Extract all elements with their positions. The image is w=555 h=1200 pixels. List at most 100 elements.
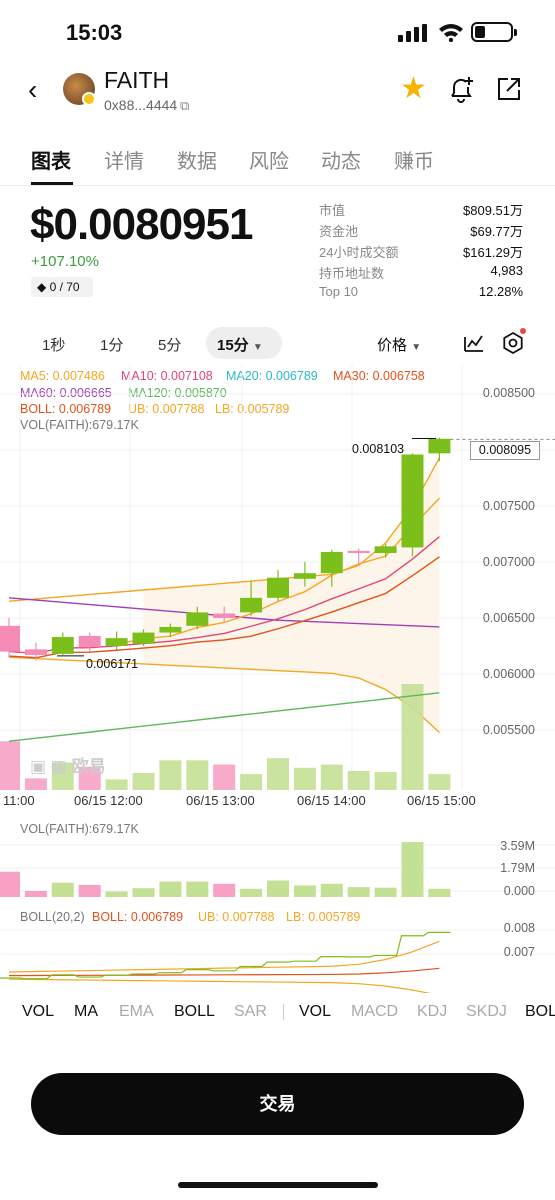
- stat-value: $809.51万: [463, 203, 523, 218]
- volume-axis-label: 0.000: [503, 884, 535, 898]
- indicator-tab-ma[interactable]: MA: [74, 1003, 98, 1020]
- price-chart[interactable]: [0, 365, 555, 810]
- boll-sub-lb: LB: 0.005789: [286, 910, 361, 924]
- volume-bar: [51, 762, 74, 790]
- audit-chip-label: 0 / 70: [49, 280, 80, 294]
- y-axis-label: 0.007500: [482, 499, 535, 513]
- indicator-tab-kdj[interactable]: KDJ: [417, 1003, 448, 1020]
- indicator-tab-boll[interactable]: BOLL: [174, 1003, 215, 1020]
- volume-bar: [401, 684, 424, 790]
- tab-details[interactable]: 详情: [104, 151, 144, 173]
- indicator-tab-skdj[interactable]: SKDJ: [466, 1003, 507, 1020]
- interval-1s[interactable]: 1秒: [42, 337, 66, 354]
- volume-chart[interactable]: [0, 815, 555, 903]
- stat-label: 24小时成交额: [319, 245, 399, 260]
- volume-bar: [24, 890, 47, 897]
- legend-ma120: MA120: 0.005870: [128, 386, 227, 400]
- stat-label: 资金池: [319, 224, 359, 239]
- interval-1m[interactable]: 1分: [100, 337, 124, 354]
- candle-body: [24, 649, 47, 655]
- chevron-down-icon: ▼: [252, 342, 263, 353]
- y-axis-label: 0.005500: [482, 723, 535, 737]
- stat-value: 12.28%: [478, 284, 523, 299]
- volume-bar: [240, 774, 263, 790]
- volume-bar: [293, 885, 316, 897]
- trade-button[interactable]: 交易: [31, 1073, 524, 1135]
- active-tab-indicator: [31, 182, 73, 185]
- boll-chart[interactable]: [0, 903, 555, 993]
- boll-axis-label: 0.008: [503, 921, 535, 935]
- volume-bar: [401, 842, 424, 897]
- okx-logo-icon: ▣ ▦: [30, 757, 72, 776]
- legend-ma20: MA20: 0.006789: [226, 369, 318, 383]
- tab-data[interactable]: 数据: [177, 151, 217, 173]
- add-alert-bell-icon[interactable]: [447, 74, 477, 104]
- volume-bar: [374, 887, 397, 897]
- indicator-tab-boll-sub[interactable]: BOL: [525, 1003, 555, 1020]
- indicator-icon[interactable]: [463, 333, 485, 353]
- volume-bar: [240, 888, 263, 897]
- boll-lower-line: [8, 656, 440, 733]
- boll-upper-line: [8, 457, 441, 602]
- battery-icon: [471, 22, 517, 42]
- share-icon[interactable]: [496, 76, 522, 102]
- watermark: ▣ ▦ 欧易: [30, 757, 106, 776]
- chart-type-dropdown[interactable]: 价格 ▼: [377, 334, 421, 355]
- indicator-tab-vol-sub[interactable]: VOL: [299, 1003, 332, 1020]
- copy-icon[interactable]: ⧉: [180, 98, 190, 113]
- volume-bar: [267, 758, 289, 790]
- token-name: FAITH: [104, 67, 170, 93]
- candle-body: [293, 573, 316, 579]
- y-axis-label: 0.006000: [482, 667, 535, 681]
- tab-separator: [283, 1004, 284, 1020]
- volume-bar: [186, 881, 209, 897]
- volume-legend: VOL(FAITH):679.17K: [20, 822, 139, 836]
- tab-activity[interactable]: 动态: [321, 151, 361, 173]
- indicator-tab-ema[interactable]: EMA: [119, 1003, 154, 1020]
- audit-chip[interactable]: ◆ 0 / 70: [31, 277, 93, 297]
- volume-bar: [78, 766, 101, 790]
- tab-chart[interactable]: 图表: [31, 151, 71, 173]
- volume-bar: [159, 881, 182, 897]
- candle-body: [240, 597, 263, 613]
- tab-risk[interactable]: 风险: [249, 151, 289, 173]
- tab-earn[interactable]: 赚币: [394, 151, 434, 173]
- token-address: 0x88...4444: [104, 97, 178, 113]
- home-indicator: [178, 1182, 378, 1188]
- favorite-star-icon[interactable]: ★: [400, 72, 427, 105]
- legend-ma30: MA30: 0.006758: [333, 369, 425, 383]
- legend-volume: VOL(FAITH):679.17K: [20, 418, 139, 432]
- interval-15m[interactable]: [206, 327, 282, 359]
- volume-bar: [267, 880, 289, 897]
- candle-body: [401, 454, 424, 548]
- legend-ma10: MA10: 0.007108: [121, 369, 213, 383]
- back-button[interactable]: ‹: [28, 74, 38, 105]
- candle-body: [186, 612, 209, 626]
- stat-value: 4,983: [490, 263, 523, 278]
- indicator-tab-vol[interactable]: VOL: [22, 1003, 55, 1020]
- indicator-tab-macd[interactable]: MACD: [351, 1003, 399, 1020]
- legend-lb: LB: 0.005789: [215, 402, 290, 416]
- current-price: $0.0080951: [30, 200, 253, 249]
- interval-15m-label: 15分 ▼: [217, 337, 263, 354]
- diamond-icon: ◆: [37, 280, 50, 294]
- ma10-line: [8, 536, 440, 654]
- stat-label: 市值: [319, 203, 346, 218]
- boll-sub-price: [0, 931, 451, 980]
- legend-ma5: MA5: 0.007486: [20, 369, 105, 383]
- volume-bar: [213, 764, 236, 790]
- volume-bar: [0, 741, 20, 790]
- x-axis-label: 06/15 13:00: [186, 793, 255, 808]
- settings-gear-icon[interactable]: [501, 331, 525, 355]
- interval-5m[interactable]: 5分: [158, 337, 182, 354]
- chart-type-label: 价格: [377, 337, 408, 354]
- candle-body: [347, 550, 370, 554]
- chain-badge-icon: [82, 92, 96, 106]
- volume-bar: [159, 760, 182, 790]
- status-time: 15:03: [66, 20, 123, 45]
- indicator-tab-sar[interactable]: SAR: [234, 1003, 267, 1020]
- boll-sub-lower: [8, 978, 431, 993]
- low-marker: 0.006171: [86, 657, 139, 671]
- y-axis-label: 0.007000: [482, 555, 535, 569]
- candle-body: [213, 613, 236, 618]
